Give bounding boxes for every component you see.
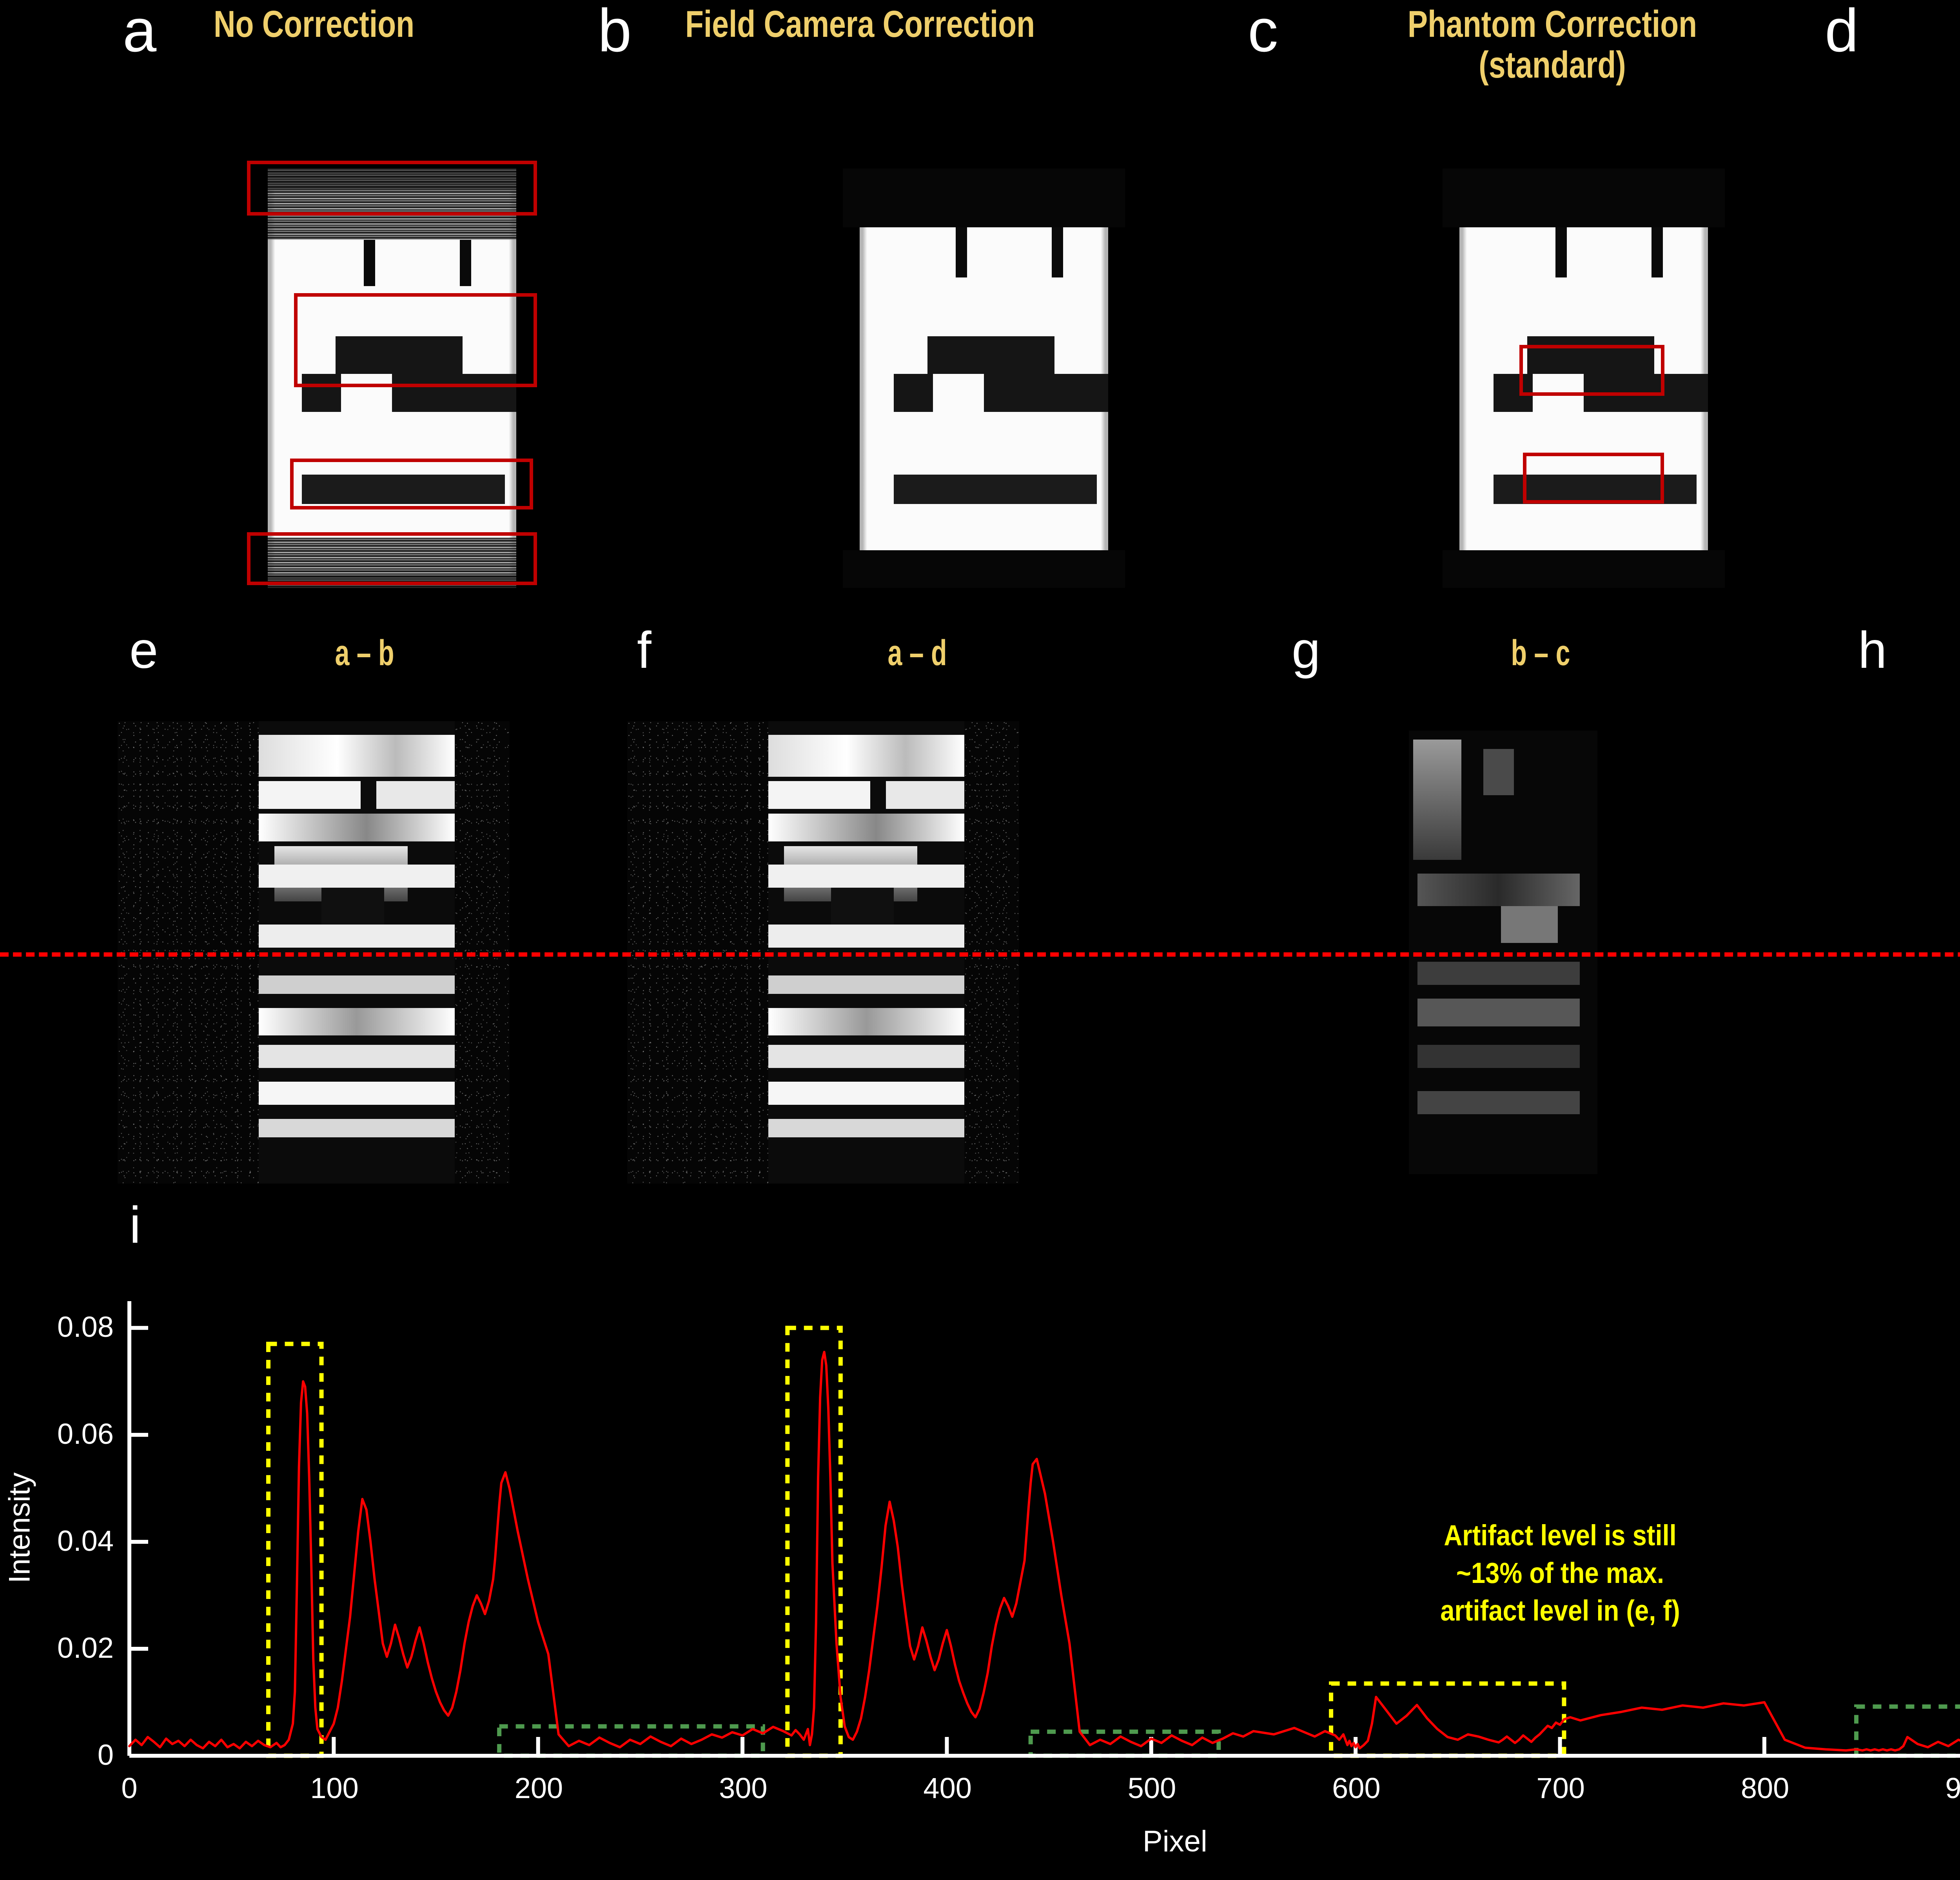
panel-subtitle-d: (compensated) <box>1938 45 1960 85</box>
panel-title-a: No Correction <box>214 3 415 45</box>
x-tick-label: 500 <box>1127 1772 1176 1804</box>
x-tick-label: 700 <box>1536 1772 1585 1804</box>
x-tick-label: 200 <box>514 1772 563 1804</box>
panel-title-b: Field Camera Correction <box>685 3 1035 45</box>
x-axis-title: Pixel <box>1143 1825 1207 1858</box>
x-tick-label: 300 <box>719 1772 768 1804</box>
x-tick-label: 600 <box>1332 1772 1381 1804</box>
x-tick-label: 0 <box>121 1772 138 1804</box>
phantom-image-c <box>1443 169 1725 588</box>
panel-letter-a: a <box>123 0 156 64</box>
panel-letter-i: i <box>129 1196 141 1254</box>
x-tick-label: 800 <box>1740 1772 1789 1804</box>
panel-letter-h: h <box>1858 621 1887 679</box>
diff-title-g: b – c <box>1511 633 1570 673</box>
panel-letter-b: b <box>598 0 632 64</box>
panel-letter-f: f <box>637 621 652 679</box>
panel-subtitle-c: (standard) <box>1479 44 1626 86</box>
profile-extraction-line <box>0 952 1960 957</box>
plot-canvas <box>127 1301 1960 1758</box>
y-tick-label: 0.04 <box>57 1525 114 1557</box>
intensity-profile-chart: Intensity Pixel 0 100 200 300 400 500 600 700 80… <box>0 1285 1960 1858</box>
diff-title-f: a – d <box>887 633 947 673</box>
panel-title-d: Phantom Correction <box>1938 4 1960 45</box>
panel-title-a-wrap: No Correction <box>214 4 566 45</box>
panel-letter-d: d <box>1825 0 1858 64</box>
diff-title-f-wrap: a – d <box>823 635 1011 671</box>
panel-letter-e: e <box>129 621 158 679</box>
y-tick-label: 0.06 <box>57 1418 114 1450</box>
x-tick-label: 100 <box>310 1772 359 1804</box>
green-box-3 <box>1854 1704 1960 1758</box>
annotation-artifact-level: Artifact level is still ~13% of the max.… <box>1440 1519 1680 1627</box>
panel-title-c: Phantom Correction <box>1407 3 1697 45</box>
diff-image-g <box>1396 721 1615 1184</box>
y-tick-label: 0 <box>97 1739 114 1771</box>
x-tick-label: 900 <box>1945 1772 1960 1804</box>
profile-curve <box>128 1351 1960 1752</box>
yellow-box-3 <box>1329 1681 1566 1758</box>
diff-title-e-wrap: a – b <box>270 635 459 671</box>
panel-letter-c: c <box>1248 0 1278 64</box>
phantom-image-b <box>843 169 1125 588</box>
diff-title-e: a – b <box>335 633 394 673</box>
yellow-box-2 <box>785 1325 843 1758</box>
y-tick-label: 0.08 <box>57 1311 114 1343</box>
panel-title-b-wrap: Field Camera Correction <box>685 4 1273 45</box>
diff-title-g-wrap: b – c <box>1446 635 1635 671</box>
green-box-2 <box>1028 1730 1221 1758</box>
panel-title-c-wrap: Phantom Correction (standard) <box>1305 4 1799 85</box>
panel-letter-g: g <box>1292 621 1321 679</box>
y-tick-label: 0.02 <box>57 1632 114 1664</box>
green-box-1 <box>497 1724 765 1758</box>
x-tick-label: 400 <box>923 1772 972 1804</box>
phantom-image-a <box>247 161 537 588</box>
panel-title-d-wrap: Phantom Correction (compensated) <box>1886 4 1960 85</box>
annotation-image-noise: Signal of (h) is in the region of the im… <box>1936 1517 1960 1630</box>
